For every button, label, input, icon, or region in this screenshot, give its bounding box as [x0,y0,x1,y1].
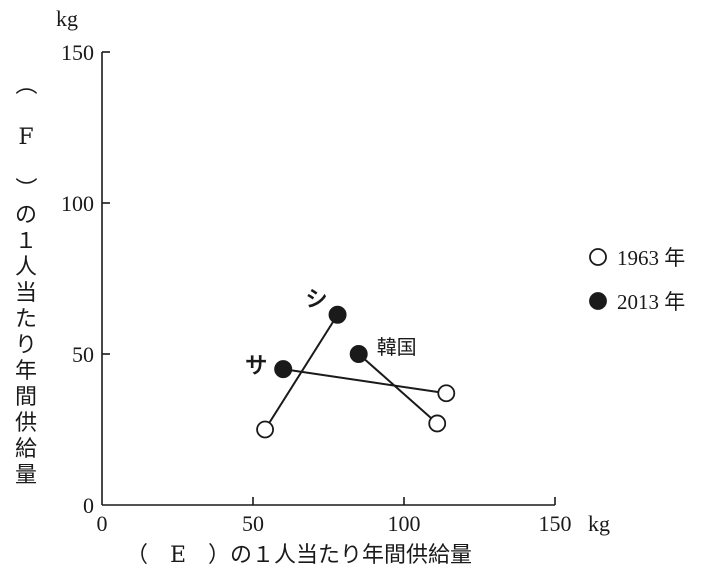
y-axis-label-char [15,151,37,176]
y-axis-label-char [15,99,37,124]
y-axis-label: （ F ） の１人当たり年間供給量 [12,73,37,488]
x-axis-unit: kg [588,511,610,536]
y-axis-label-char: 当 [15,281,37,306]
y-axis-label-char: 量 [15,463,37,488]
x-tick-label: 0 [97,511,108,536]
x-tick-label: 50 [242,511,264,536]
y-tick-label: 100 [61,191,94,216]
x-tick-label: 150 [539,511,572,536]
y-axis-label-char: 給 [15,437,37,462]
point-label: シ [306,288,328,313]
point-label: サ [245,354,267,379]
connector-line [358,353,438,425]
point-1963 [256,420,274,439]
y-axis-label-char: （ [12,73,37,95]
y-axis-label-char: １ [15,229,37,254]
point-1963 [428,414,447,433]
y-tick-label: 150 [61,40,94,65]
ticks: 0 50 100 150 0 50 100 150 [61,40,572,536]
connector-lines [264,314,447,431]
x-tick-label: 100 [388,511,421,536]
point-2013 [328,305,347,324]
legend-label: 1963 年 [617,246,685,270]
y-axis-label-char: の [15,203,37,228]
y-tick-label: 0 [83,493,94,518]
point-labels: シサ 韓国 [245,288,417,379]
y-axis-label-char: 間 [15,385,37,410]
point-2013 [274,360,293,379]
y-axis-label-char: ） [12,177,37,199]
connector-line [283,368,447,395]
y-axis-label-char: F [18,125,33,150]
legend-label: 2013 年 [617,290,685,314]
y-tick-label: 50 [72,342,94,367]
y-axis-label-char: た [15,307,37,332]
y-axis-label-char: 人 [15,255,37,280]
data-points [256,305,456,439]
point-label: 韓国 [377,335,417,359]
legend: 1963 年 2013 年 [589,246,685,314]
y-axis-label-char: 年 [15,359,37,384]
y-axis-unit: kg [56,6,78,31]
y-axis-label-char: 供 [15,411,37,436]
legend-marker [589,292,607,310]
legend-marker [589,248,607,266]
x-axis-label: （ E ）の１人当たり年間供給量 [126,543,472,568]
point-2013 [349,345,368,363]
axes [101,52,555,506]
point-1963 [437,384,456,403]
y-axis-label-char: り [15,333,37,358]
